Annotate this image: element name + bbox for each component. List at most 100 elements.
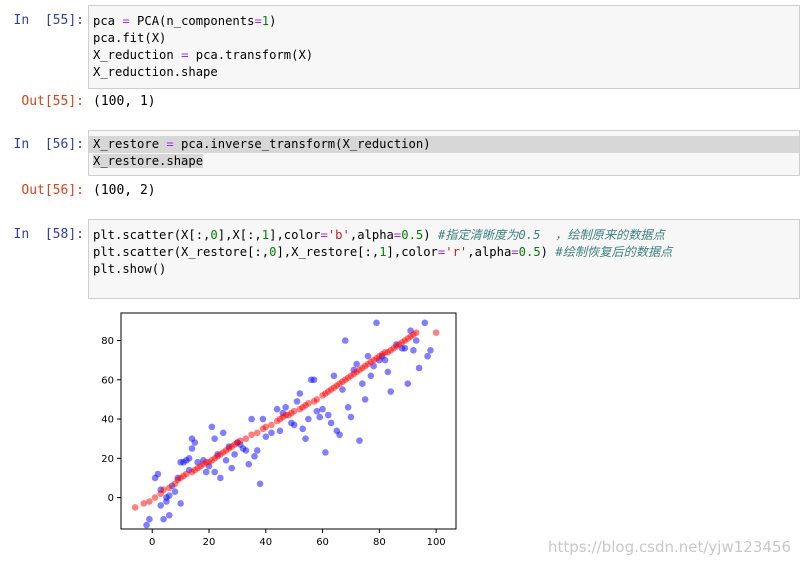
output-prompt-56: Out[56]:: [21, 183, 84, 198]
scatter-plot-output: 0 20 40 60 80 100 0 20 40 60 80: [93, 308, 465, 556]
original-data-point: [177, 500, 184, 507]
restored-data-point: [242, 435, 250, 442]
restored-data-point: [165, 484, 173, 492]
original-data-point: [219, 429, 227, 437]
original-data-point: [305, 415, 312, 423]
original-data-point: [356, 437, 363, 444]
original-data-point: [421, 319, 429, 327]
original-data-point: [367, 372, 375, 380]
original-data-point: [211, 468, 218, 476]
original-data-point: [293, 398, 301, 405]
code-cell-58[interactable]: plt.scatter(X[:,0],X[:,1],color='b',alph…: [88, 219, 800, 299]
restored-data-point: [305, 400, 312, 407]
original-data-point: [259, 415, 267, 423]
original-data-point: [327, 419, 335, 427]
original-data-point: [299, 425, 306, 433]
original-data-point: [381, 356, 389, 364]
original-data-point: [373, 319, 380, 327]
original-data-point: [228, 464, 236, 472]
restored-data-point: [151, 494, 159, 501]
original-data-point: [290, 421, 298, 429]
original-data-point: [384, 368, 392, 376]
restored-data-point: [131, 504, 139, 511]
output-prompt-55: Out[55]:: [21, 94, 84, 109]
output-value-55: (100, 1): [93, 94, 156, 109]
code-line: X_restore = pca.inverse_transform(X_redu…: [89, 136, 799, 153]
original-data-point: [273, 405, 281, 413]
restored-data-point: [262, 423, 270, 431]
code-cell-56[interactable]: X_restore = pca.inverse_transform(X_redu…: [88, 130, 800, 176]
original-data-point: [211, 435, 218, 442]
x-tick-label: 100: [427, 537, 446, 548]
code-line: pca.fit(X): [93, 31, 167, 45]
y-tick-label: 40: [101, 415, 114, 426]
original-data-point: [412, 337, 420, 344]
restored-data-point: [268, 421, 275, 429]
y-tick-label: 0: [108, 493, 114, 504]
x-tick-label: 40: [259, 537, 272, 548]
y-tick-label: 20: [101, 454, 114, 465]
restored-data-point: [236, 437, 244, 444]
original-data-point: [404, 380, 412, 387]
original-data-point: [319, 405, 326, 413]
original-data-point: [410, 347, 417, 354]
original-data-point: [268, 429, 275, 437]
watermark: https://blog.csdn.net/yjw123456: [547, 538, 791, 556]
original-data-point: [276, 427, 284, 435]
original-data-point: [415, 364, 423, 372]
original-data-point: [324, 411, 332, 419]
code-line-selection: X_restore.shape: [93, 154, 204, 168]
original-data-point: [248, 415, 255, 423]
x-tick-label: 80: [373, 537, 386, 548]
original-data-point: [202, 468, 210, 476]
original-data-point: [361, 396, 369, 403]
restored-data-point: [248, 431, 255, 439]
original-data-point: [165, 492, 173, 499]
x-tick-label: 20: [203, 537, 216, 548]
original-data-point: [330, 372, 338, 380]
original-data-point: [242, 447, 250, 454]
original-data-point: [353, 360, 360, 368]
input-prompt-58: In [58]:: [13, 227, 84, 242]
code-line: pca = PCA(n_components=1): [93, 14, 277, 28]
code-line: plt.scatter(X[:,0],X[:,1],color='b',alph…: [93, 228, 665, 242]
original-data-point: [253, 447, 261, 454]
original-data-point: [322, 449, 329, 456]
original-data-point: [231, 451, 238, 458]
restored-data-point: [412, 329, 420, 336]
original-data-point: [165, 511, 173, 519]
original-data-point: [364, 352, 372, 360]
original-data-point: [185, 455, 193, 462]
code-line: plt.scatter(X_restore[:,0],X_restore[:,1…: [93, 245, 673, 259]
input-prompt-56: In [56]:: [13, 137, 84, 152]
output-value-56: (100, 2): [93, 183, 156, 198]
original-data-point: [208, 423, 216, 431]
original-data-point: [401, 345, 409, 352]
original-data-point: [359, 380, 366, 387]
original-data-point: [313, 407, 321, 415]
restored-data-point: [253, 429, 261, 437]
restored-data-point: [432, 329, 440, 336]
original-data-point: [245, 460, 253, 468]
original-data-point: [157, 502, 165, 509]
original-data-point: [296, 390, 304, 397]
scatter-plot: 0 20 40 60 80 100 0 20 40 60 80: [101, 312, 457, 548]
code-line: plt.show(): [93, 262, 167, 276]
original-data-point: [316, 413, 324, 421]
restored-data-point: [290, 407, 298, 415]
original-data-point: [171, 488, 179, 495]
original-data-point: [256, 480, 264, 488]
original-data-point: [222, 456, 230, 464]
original-data-point: [160, 515, 167, 523]
original-data-point: [341, 337, 349, 344]
restored-data-point: [160, 486, 167, 494]
code-cell-55[interactable]: pca = PCA(n_components=1) pca.fit(X) X_r…: [88, 5, 800, 89]
restored-data-point: [140, 500, 148, 507]
original-data-point: [217, 474, 224, 482]
original-data-point: [154, 470, 162, 478]
code-line: X_restore.shape: [89, 153, 204, 170]
x-tick-label: 0: [149, 537, 155, 548]
y-tick-label: 60: [101, 375, 114, 386]
original-data-point: [344, 403, 352, 411]
restored-data-point: [182, 470, 190, 478]
